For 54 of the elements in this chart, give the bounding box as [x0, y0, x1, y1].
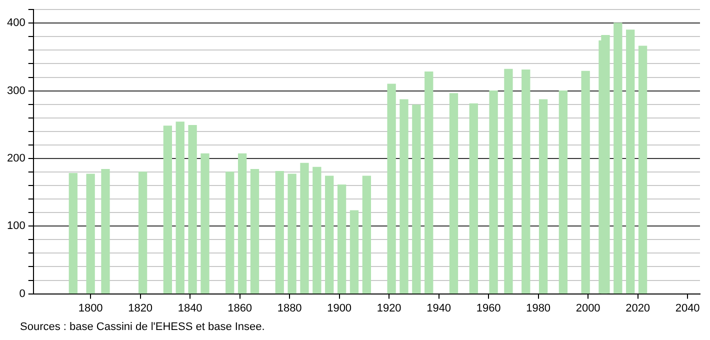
- bar: [188, 124, 197, 294]
- x-tick-label: 1880: [277, 302, 302, 314]
- bar: [86, 174, 95, 294]
- x-tick-label: 2000: [576, 302, 600, 314]
- bar: [200, 153, 210, 294]
- bar: [638, 46, 648, 294]
- x-tick-label: 1840: [178, 302, 202, 314]
- x-tick-label: 1960: [476, 302, 501, 314]
- y-tick-label: 0: [19, 288, 26, 300]
- bar: [449, 93, 458, 294]
- bar: [489, 90, 498, 294]
- x-tick-label: 1900: [327, 302, 352, 314]
- bar: [325, 176, 334, 294]
- y-tick-label: 400: [6, 17, 26, 30]
- bar: [250, 168, 260, 294]
- bar: [558, 90, 568, 294]
- x-tick-label: 1800: [78, 302, 103, 314]
- bar: [238, 153, 247, 294]
- x-tick-label: 2020: [626, 302, 650, 314]
- bar: [288, 174, 296, 294]
- bar: [138, 172, 148, 294]
- bar: [626, 30, 635, 294]
- bar: [504, 68, 513, 294]
- x-tick-label: 2040: [675, 302, 700, 314]
- bar: [362, 176, 372, 294]
- bar: [312, 166, 322, 294]
- bar: [101, 168, 110, 294]
- bar: [538, 99, 548, 294]
- bar: [300, 162, 309, 294]
- source-note: Sources : base Cassini de l'EHESS et base Insee.: [20, 321, 265, 333]
- y-tick-label: 300: [6, 84, 26, 97]
- bar: [226, 172, 234, 294]
- y-tick-label: 200: [6, 152, 26, 164]
- bar: [522, 69, 530, 294]
- bar: [424, 72, 434, 294]
- x-tick-label: 1980: [526, 302, 551, 314]
- bar: [614, 22, 622, 294]
- bar: [387, 84, 396, 294]
- x-tick-label: 1860: [228, 302, 252, 314]
- bar: [337, 184, 346, 294]
- x-tick-label: 1940: [426, 302, 452, 314]
- bar: [176, 122, 184, 294]
- bar: [350, 210, 359, 294]
- x-tick-label: 1920: [376, 302, 402, 314]
- bar: [400, 99, 408, 294]
- bar: [581, 70, 590, 294]
- bar: [275, 170, 284, 294]
- y-tick-label: 100: [6, 220, 26, 232]
- bar: [412, 104, 421, 294]
- bar: [68, 173, 78, 294]
- bar: [469, 103, 478, 294]
- bar: [601, 34, 610, 294]
- x-tick-label: 1820: [128, 302, 153, 314]
- bar: [163, 126, 172, 294]
